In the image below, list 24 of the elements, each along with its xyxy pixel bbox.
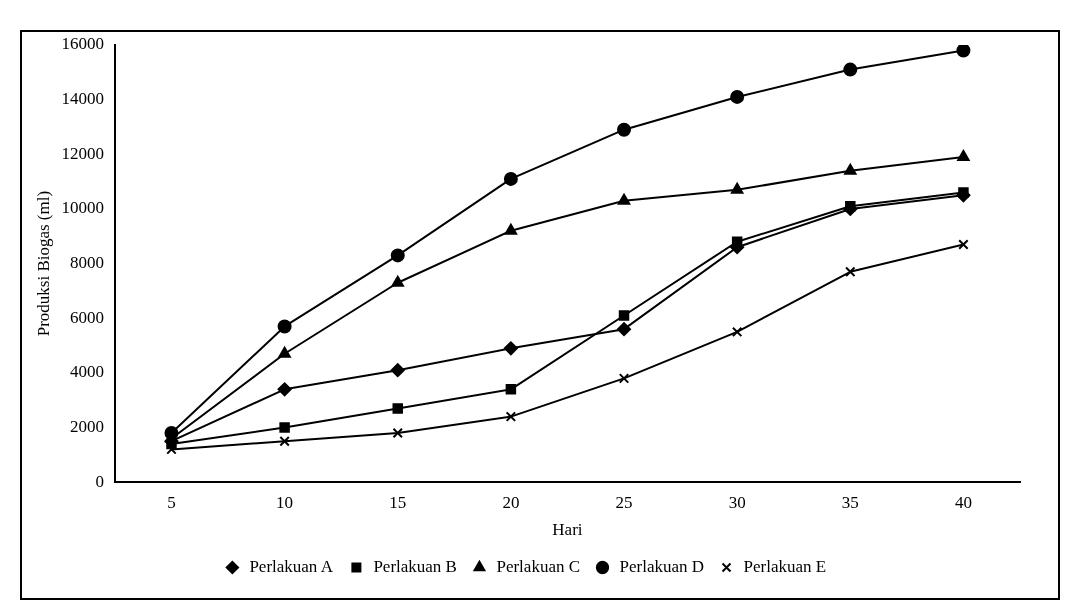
x-tick-label: 25: [615, 492, 633, 512]
x-tick-label: 35: [841, 492, 859, 512]
x-tick-label: 15: [389, 492, 407, 512]
legend-label: Perlakuan C: [496, 556, 581, 576]
x-tick-label: 40: [954, 492, 972, 512]
x-tick-label: 10: [276, 492, 294, 512]
legend-label: Perlakuan A: [249, 556, 334, 576]
x-tick-label: 5: [167, 492, 176, 512]
y-tick-label: 10000: [61, 198, 104, 218]
y-tick-label: 16000: [61, 34, 104, 54]
legend-label: Perlakuan E: [743, 556, 827, 576]
y-tick-label: 14000: [61, 89, 104, 109]
legend-label: Perlakuan B: [373, 556, 457, 576]
y-tick-label: 4000: [69, 362, 104, 382]
y-tick-label: 0: [95, 471, 104, 491]
x-axis-title: Hari: [552, 520, 583, 540]
y-tick-label: 8000: [69, 253, 104, 273]
y-tick-label: 2000: [69, 417, 104, 437]
y-axis-title: Produksi Biogas (ml): [33, 190, 53, 337]
legend-label: Perlakuan D: [619, 556, 705, 576]
y-tick-label: 6000: [69, 307, 104, 327]
x-tick-label: 20: [502, 492, 520, 512]
y-tick-label: 12000: [61, 143, 104, 163]
x-tick-label: 30: [728, 492, 746, 512]
